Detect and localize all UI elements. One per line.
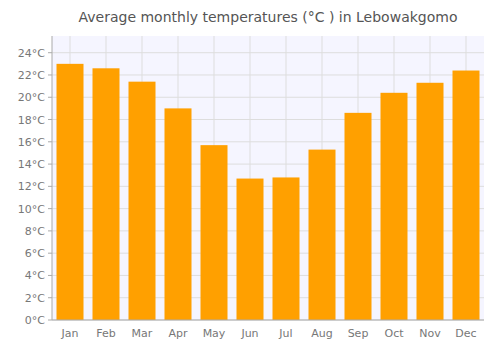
y-tick-label: 22°C	[18, 69, 45, 82]
y-tick	[48, 275, 52, 276]
bar	[345, 113, 372, 320]
bar	[453, 71, 480, 320]
x-tick-label: Mar	[132, 327, 153, 340]
y-tick	[48, 297, 52, 298]
bar	[381, 93, 408, 320]
y-tick-label: 2°C	[25, 292, 45, 305]
y-tick	[48, 253, 52, 254]
bar	[273, 177, 300, 320]
y-tick-label: 18°C	[18, 114, 45, 127]
chart-svg: 0°C 2°C 4°C 6°C 8°C 10°C 12°C 14°C 16°C 18°C 20°C 2…	[0, 0, 500, 350]
y-tick	[48, 208, 52, 209]
y-grid-line	[52, 52, 484, 53]
y-tick-label: 14°C	[18, 158, 45, 171]
y-tick	[48, 74, 52, 75]
y-axis: 0°C 2°C 4°C 6°C 8°C 10°C 12°C 14°C 16°C 18°C 20°C 2…	[18, 47, 52, 327]
x-tick-label: Sep	[348, 327, 369, 340]
y-tick-label: 24°C	[18, 47, 45, 60]
bar	[237, 179, 264, 320]
x-tick-label: Nov	[419, 327, 441, 340]
bar	[309, 150, 336, 320]
y-tick	[48, 119, 52, 120]
y-tick	[48, 97, 52, 98]
y-tick-label: 20°C	[18, 91, 45, 104]
grid	[52, 36, 484, 320]
y-tick-label: 6°C	[25, 247, 45, 260]
x-tick-label: Feb	[96, 327, 115, 340]
y-tick	[48, 230, 52, 231]
y-tick	[48, 52, 52, 53]
y-tick-label: 8°C	[25, 225, 45, 238]
x-axis: Jan Feb Mar Apr May Jun Jul Aug Sep Oct Nov Dec	[61, 327, 477, 340]
x-axis-line	[52, 320, 484, 321]
title: Average monthly temperatures (°C ) in Le…	[79, 9, 458, 25]
y-tick-label: 16°C	[18, 136, 45, 149]
y-tick-label: 4°C	[25, 269, 45, 282]
x-tick-label: Jul	[278, 327, 292, 340]
y-grid-line	[52, 320, 484, 321]
y-tick-label: 0°C	[25, 314, 45, 327]
x-tick-label: Aug	[311, 327, 332, 340]
bar	[129, 82, 156, 320]
y-axis-line	[52, 36, 53, 320]
bar	[57, 64, 84, 320]
bar	[201, 145, 228, 320]
y-tick	[48, 186, 52, 187]
y-tick-label: 10°C	[18, 203, 45, 216]
bar	[93, 68, 120, 320]
y-tick-label: 12°C	[18, 180, 45, 193]
y-tick	[48, 164, 52, 165]
bars	[57, 64, 480, 320]
x-tick-label: Dec	[455, 327, 476, 340]
x-tick-label: Jan	[61, 327, 79, 340]
x-tick-label: Apr	[168, 327, 188, 340]
x-tick-label: May	[203, 327, 226, 340]
chart-container: 0°C 2°C 4°C 6°C 8°C 10°C 12°C 14°C 16°C 18°C 20°C 2…	[0, 0, 500, 350]
bar	[417, 83, 444, 320]
y-tick	[48, 320, 52, 321]
x-tick-label: Oct	[384, 327, 404, 340]
plot-background	[52, 36, 484, 320]
bar	[165, 108, 192, 320]
x-tick-label: Jun	[240, 327, 258, 340]
y-tick	[48, 141, 52, 142]
